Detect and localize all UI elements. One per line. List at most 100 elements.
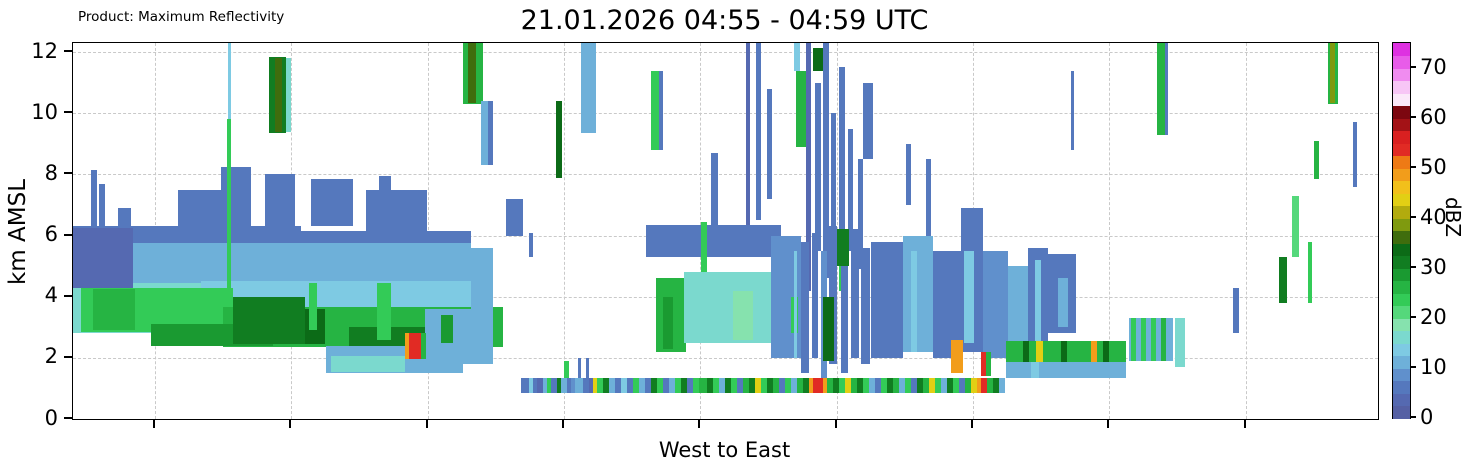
h-gridline bbox=[73, 357, 1378, 359]
reflectivity-cell bbox=[905, 377, 911, 393]
reflectivity-cell bbox=[711, 153, 718, 236]
reflectivity-cell bbox=[803, 377, 809, 393]
reflectivity-cell bbox=[977, 377, 981, 393]
colorbar-tick-label: 30 bbox=[1420, 254, 1447, 279]
colorbar-segment bbox=[1393, 105, 1410, 119]
reflectivity-cell bbox=[547, 377, 551, 393]
reflectivity-cell bbox=[1035, 260, 1041, 352]
colorbar-segment bbox=[1393, 380, 1410, 394]
h-gridline bbox=[73, 174, 1378, 176]
reflectivity-cell bbox=[779, 377, 785, 393]
reflectivity-cell bbox=[839, 377, 845, 393]
colorbar-segment bbox=[1393, 218, 1410, 231]
reflectivity-cell bbox=[841, 266, 848, 374]
colorbar-segment bbox=[1393, 305, 1410, 319]
reflectivity-cell bbox=[986, 351, 991, 377]
reflectivity-cell bbox=[911, 377, 917, 393]
colorbar-tick-label: 50 bbox=[1420, 154, 1447, 179]
reflectivity-cell bbox=[731, 377, 737, 393]
reflectivity-cell bbox=[831, 113, 836, 236]
x-tick-mark bbox=[153, 419, 155, 428]
reflectivity-cell bbox=[615, 377, 621, 393]
reflectivity-cell bbox=[99, 183, 105, 227]
colorbar-tick-label: 0 bbox=[1420, 404, 1434, 429]
reflectivity-cell bbox=[366, 189, 427, 231]
reflectivity-cell bbox=[851, 377, 857, 393]
reflectivity-cell bbox=[917, 377, 923, 393]
reflectivity-cell bbox=[409, 333, 421, 360]
reflectivity-cell bbox=[812, 232, 818, 358]
reflectivity-cell bbox=[669, 377, 675, 393]
y-tick-mark bbox=[64, 233, 72, 236]
reflectivity-cell bbox=[1058, 278, 1068, 328]
reflectivity-cell bbox=[756, 43, 761, 221]
reflectivity-cell bbox=[488, 101, 493, 166]
reflectivity-cell bbox=[1006, 362, 1126, 378]
reflectivity-cell bbox=[926, 159, 931, 248]
reflectivity-cell bbox=[829, 226, 837, 364]
colorbar-tick-mark bbox=[1410, 66, 1416, 68]
reflectivity-cell bbox=[1071, 70, 1074, 150]
reflectivity-cell bbox=[746, 43, 750, 251]
reflectivity-cell bbox=[684, 272, 771, 343]
y-tick-label: 0 bbox=[44, 405, 58, 430]
colorbar-segment bbox=[1393, 193, 1410, 206]
reflectivity-cell bbox=[737, 377, 743, 393]
reflectivity-cell bbox=[971, 377, 977, 393]
reflectivity-cell bbox=[331, 356, 405, 372]
colorbar-tick-mark bbox=[1410, 116, 1416, 118]
x-tick-mark bbox=[971, 419, 973, 428]
v-gridline bbox=[564, 43, 565, 419]
y-tick-label: 4 bbox=[44, 283, 58, 308]
reflectivity-cell bbox=[827, 377, 833, 393]
reflectivity-cell bbox=[725, 377, 731, 393]
reflectivity-cell bbox=[953, 377, 959, 393]
y-tick-label: 10 bbox=[31, 99, 58, 124]
y-tick-mark bbox=[64, 355, 72, 358]
v-gridline bbox=[1246, 43, 1247, 419]
reflectivity-cell bbox=[903, 235, 933, 352]
reflectivity-cell bbox=[1308, 241, 1312, 303]
reflectivity-cell bbox=[73, 227, 133, 288]
reflectivity-cell bbox=[651, 377, 657, 393]
reflectivity-cell bbox=[848, 128, 853, 251]
reflectivity-cell bbox=[755, 377, 761, 393]
colorbar-segment bbox=[1393, 268, 1410, 281]
reflectivity-cell bbox=[227, 119, 231, 297]
reflectivity-cell bbox=[621, 377, 627, 393]
reflectivity-cell bbox=[118, 208, 131, 228]
colorbar-segment bbox=[1393, 355, 1410, 369]
reflectivity-cell bbox=[1008, 266, 1028, 346]
y-tick-label: 6 bbox=[44, 222, 58, 247]
colorbar-label: dBZ bbox=[1441, 196, 1465, 238]
reflectivity-cell bbox=[987, 377, 993, 393]
reflectivity-cell bbox=[1157, 43, 1165, 135]
reflectivity-cell bbox=[981, 351, 986, 377]
reflectivity-cell bbox=[379, 175, 391, 190]
reflectivity-cell bbox=[468, 43, 476, 103]
reflectivity-cell bbox=[699, 377, 707, 393]
reflectivity-cell bbox=[286, 58, 291, 132]
reflectivity-cell bbox=[1165, 43, 1168, 135]
reflectivity-cell bbox=[309, 282, 317, 331]
h-gridline bbox=[73, 52, 1378, 54]
colorbar-segment bbox=[1393, 130, 1410, 144]
colorbar bbox=[1392, 42, 1411, 419]
reflectivity-cell bbox=[1314, 140, 1319, 180]
colorbar-segment bbox=[1393, 293, 1410, 306]
colorbar-segment bbox=[1393, 155, 1410, 169]
reflectivity-cell bbox=[813, 377, 823, 393]
reflectivity-cell bbox=[1031, 362, 1039, 378]
reflectivity-cell bbox=[983, 250, 1008, 358]
reflectivity-cell bbox=[583, 377, 589, 393]
reflectivity-cell bbox=[893, 377, 899, 393]
reflectivity-cell bbox=[863, 82, 873, 160]
reflectivity-cell bbox=[713, 377, 719, 393]
colorbar-segment bbox=[1393, 255, 1410, 269]
reflectivity-cell bbox=[227, 43, 231, 120]
reflectivity-cell bbox=[481, 101, 488, 166]
colorbar-segment bbox=[1393, 405, 1410, 419]
reflectivity-cell bbox=[707, 377, 713, 393]
colorbar-tick-mark bbox=[1410, 216, 1416, 218]
reflectivity-cell bbox=[959, 377, 965, 393]
